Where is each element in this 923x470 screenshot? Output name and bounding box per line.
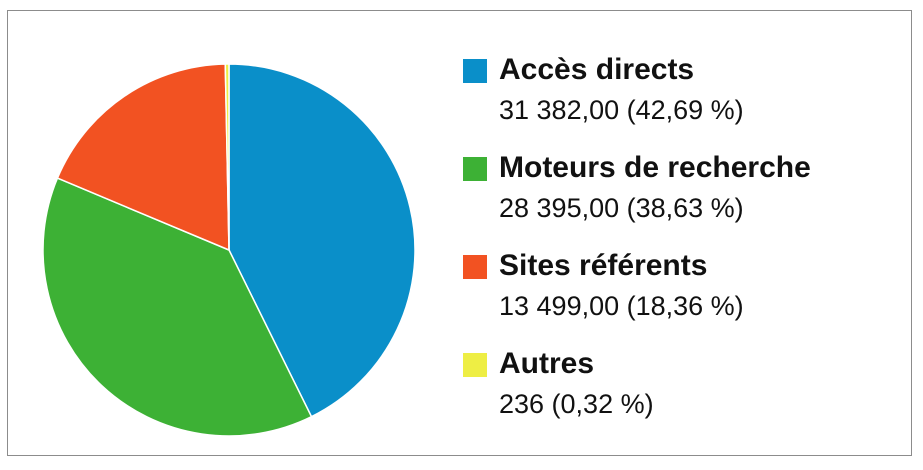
pie-slice-acces-directs xyxy=(228,63,416,418)
legend: Accès directs 31 382,00 (42,69 %) Moteur… xyxy=(463,51,903,443)
legend-item-moteurs-de-recherche: Moteurs de recherche 28 395,00 (38,63 %) xyxy=(463,149,903,247)
legend-swatch-moteurs-de-recherche xyxy=(463,157,487,181)
pie-chart xyxy=(42,63,416,437)
legend-label-moteurs-de-recherche: Moteurs de recherche xyxy=(499,151,811,184)
legend-value-sites-referents: 13 499,00 (18,36 %) xyxy=(499,291,744,321)
legend-label-acces-directs: Accès directs xyxy=(499,53,695,86)
legend-swatch-sites-referents xyxy=(463,255,487,279)
legend-swatch-autres xyxy=(463,353,487,377)
legend-value-moteurs-de-recherche: 28 395,00 (38,63 %) xyxy=(499,193,744,223)
legend-item-autres: Autres 236 (0,32 %) xyxy=(463,345,903,443)
legend-item-acces-directs: Accès directs 31 382,00 (42,69 %) xyxy=(463,51,903,149)
legend-item-sites-referents: Sites référents 13 499,00 (18,36 %) xyxy=(463,247,903,345)
pie-slice-sites-referents xyxy=(56,63,230,252)
pie-slice-moteurs-de-recherche xyxy=(42,177,313,437)
legend-value-acces-directs: 31 382,00 (42,69 %) xyxy=(499,95,744,125)
legend-label-sites-referents: Sites référents xyxy=(499,249,708,282)
pie-slice-autres xyxy=(224,63,230,251)
legend-label-autres: Autres xyxy=(499,347,595,380)
chart-frame: Accès directs 31 382,00 (42,69 %) Moteur… xyxy=(7,10,912,456)
legend-swatch-acces-directs xyxy=(463,59,487,83)
legend-value-autres: 236 (0,32 %) xyxy=(499,389,654,419)
